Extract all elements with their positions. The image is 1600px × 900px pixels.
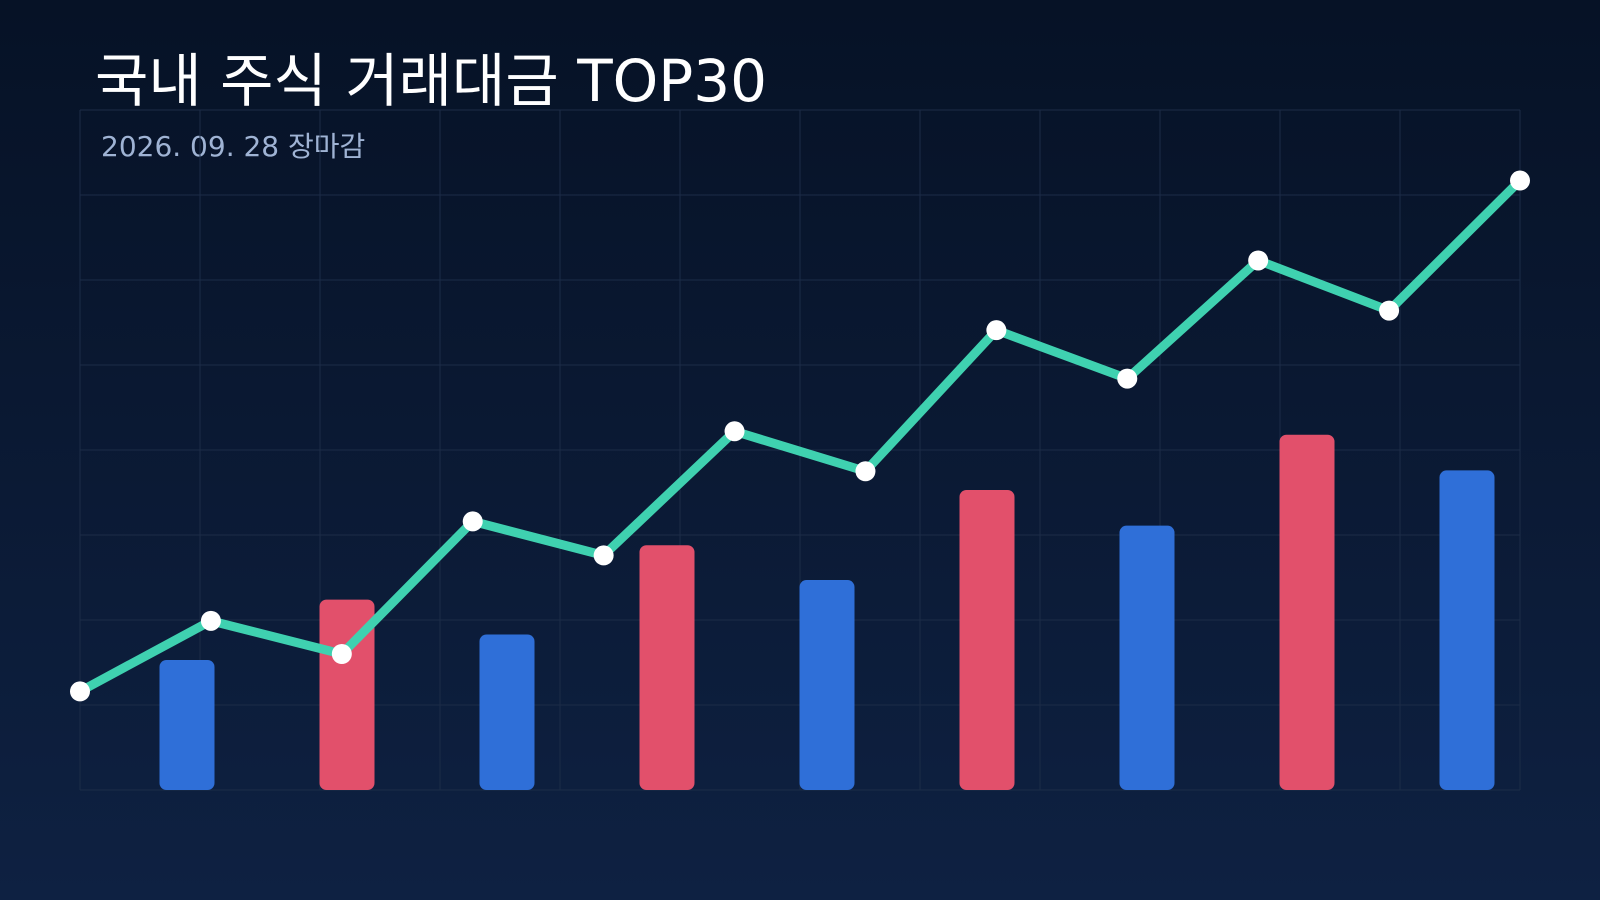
- bar: [159, 659, 215, 790]
- chart-subtitle: 2026. 09. 28 장마감: [101, 130, 366, 163]
- bar: [1279, 434, 1335, 790]
- line-point: [1248, 250, 1269, 271]
- line-point: [462, 511, 483, 532]
- line-point: [1510, 170, 1530, 191]
- bar: [799, 580, 855, 790]
- bar: [639, 545, 695, 790]
- line-point: [70, 681, 90, 702]
- chart-markers: [70, 170, 1530, 702]
- line-point: [593, 545, 614, 566]
- line-point: [724, 421, 745, 442]
- bar: [479, 634, 535, 790]
- chart-bars: [159, 434, 1495, 790]
- line-point: [200, 610, 221, 631]
- chart-line: [75, 176, 1525, 696]
- line-point: [1117, 368, 1138, 389]
- line-point: [1379, 300, 1400, 321]
- bar: [959, 489, 1015, 790]
- bar: [1119, 525, 1175, 790]
- bar: [1439, 470, 1495, 790]
- series-line: [75, 176, 1525, 696]
- line-point: [331, 644, 352, 664]
- line-point: [986, 320, 1007, 341]
- chart-title: 국내 주식 거래대금 TOP30: [95, 47, 768, 115]
- line-point: [855, 461, 876, 482]
